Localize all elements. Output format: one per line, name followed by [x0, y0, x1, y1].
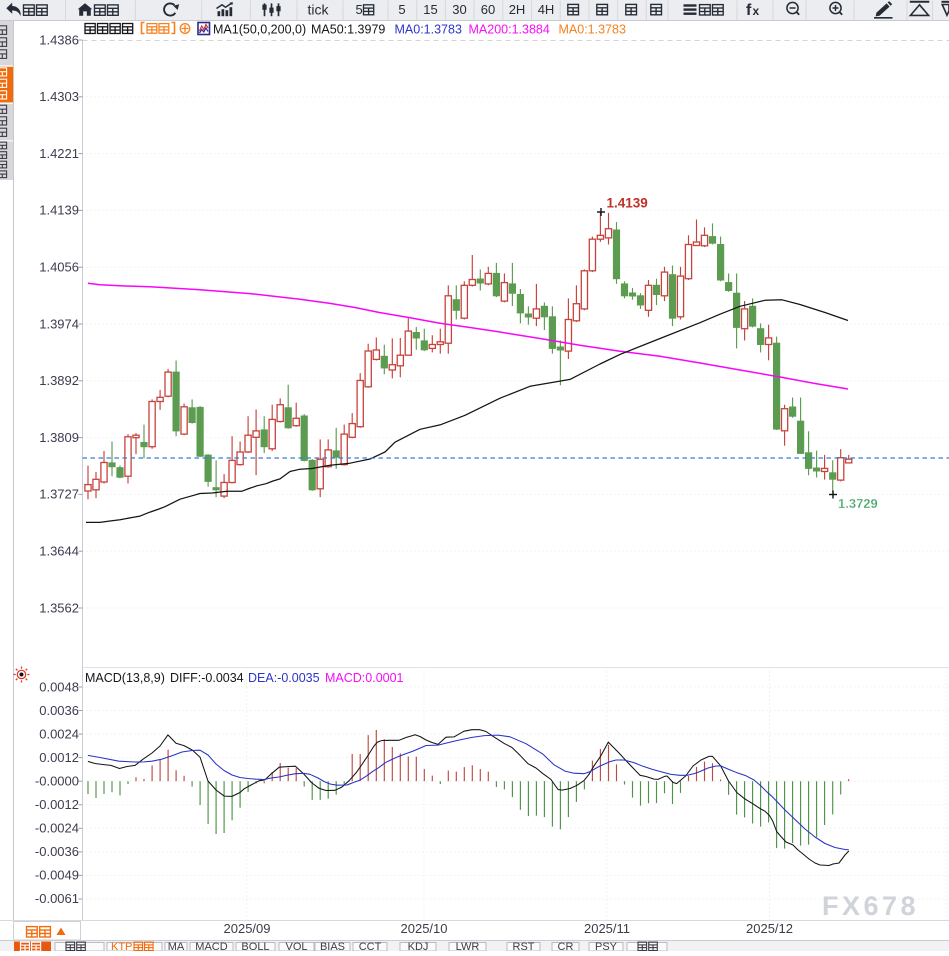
svg-text:VOL: VOL	[285, 941, 307, 951]
svg-text:1.4139: 1.4139	[607, 196, 648, 211]
svg-text:30: 30	[452, 2, 466, 17]
svg-text:KDJ: KDJ	[408, 941, 429, 951]
svg-text:CR: CR	[558, 941, 574, 951]
svg-text:MA: MA	[168, 941, 185, 951]
svg-text:2025/09: 2025/09	[224, 921, 271, 936]
svg-text:1.3809: 1.3809	[39, 430, 79, 445]
svg-text:60: 60	[481, 2, 495, 17]
svg-text:-0.0012: -0.0012	[35, 797, 79, 812]
svg-text:FX678: FX678	[822, 891, 919, 921]
svg-text:PSY: PSY	[595, 941, 618, 951]
svg-text:DEA:-0.0035: DEA:-0.0035	[248, 671, 320, 685]
svg-text:-0.0036: -0.0036	[35, 844, 79, 859]
svg-text:MA200:1.3884: MA200:1.3884	[469, 23, 550, 37]
svg-text:4H: 4H	[538, 2, 555, 17]
svg-text:1.4386: 1.4386	[39, 32, 79, 47]
svg-text:RST: RST	[513, 941, 535, 951]
svg-text:DIFF:-0.0034: DIFF:-0.0034	[170, 671, 244, 685]
svg-text:2025/12: 2025/12	[746, 921, 793, 936]
svg-text:MA50:1.3979: MA50:1.3979	[311, 23, 385, 37]
svg-text:5: 5	[398, 2, 405, 17]
svg-text:1.3727: 1.3727	[39, 487, 79, 502]
svg-text:0.0012: 0.0012	[39, 750, 79, 765]
svg-text:-0.0049: -0.0049	[35, 868, 79, 883]
svg-text:5: 5	[356, 2, 363, 17]
svg-text:2H: 2H	[509, 2, 526, 17]
svg-text:x: x	[753, 4, 760, 18]
svg-text:2025/11: 2025/11	[584, 921, 630, 936]
svg-text:MA0:1.3783: MA0:1.3783	[559, 23, 626, 37]
svg-text:1.3562: 1.3562	[39, 600, 79, 615]
svg-text:2025/10: 2025/10	[401, 921, 448, 936]
svg-text:MA1(50,0,200,0): MA1(50,0,200,0)	[213, 23, 306, 37]
svg-text:BOLL: BOLL	[241, 941, 269, 951]
svg-text:MA0:1.3783: MA0:1.3783	[395, 23, 462, 37]
svg-text:-0.0061: -0.0061	[35, 891, 79, 906]
svg-text:MACD(13,8,9): MACD(13,8,9)	[85, 671, 165, 685]
svg-text:1.3644: 1.3644	[39, 544, 79, 559]
svg-text:1.4056: 1.4056	[39, 260, 79, 275]
svg-text:-0.0000: -0.0000	[35, 774, 79, 789]
svg-text:1.3892: 1.3892	[39, 373, 79, 388]
svg-text:BIAS: BIAS	[320, 941, 345, 951]
svg-text:0.0036: 0.0036	[39, 703, 79, 718]
svg-text:LWR: LWR	[456, 941, 480, 951]
svg-text:1.4139: 1.4139	[39, 203, 79, 218]
svg-text:1.3729: 1.3729	[838, 496, 878, 511]
svg-text:KTP: KTP	[111, 941, 132, 951]
svg-text:MACD:0.0001: MACD:0.0001	[325, 671, 404, 685]
svg-text:1.3974: 1.3974	[39, 316, 79, 331]
svg-text:-0.0024: -0.0024	[35, 821, 79, 836]
svg-text:1.4221: 1.4221	[39, 146, 79, 161]
svg-text:CCT: CCT	[359, 941, 382, 951]
svg-text:1.4303: 1.4303	[39, 89, 79, 104]
svg-text:tick: tick	[308, 2, 330, 18]
svg-text:0.0048: 0.0048	[39, 679, 79, 694]
svg-text:0.0024: 0.0024	[39, 726, 79, 741]
svg-text:MACD: MACD	[195, 941, 227, 951]
svg-text:15: 15	[423, 2, 437, 17]
svg-text:f: f	[746, 2, 752, 19]
